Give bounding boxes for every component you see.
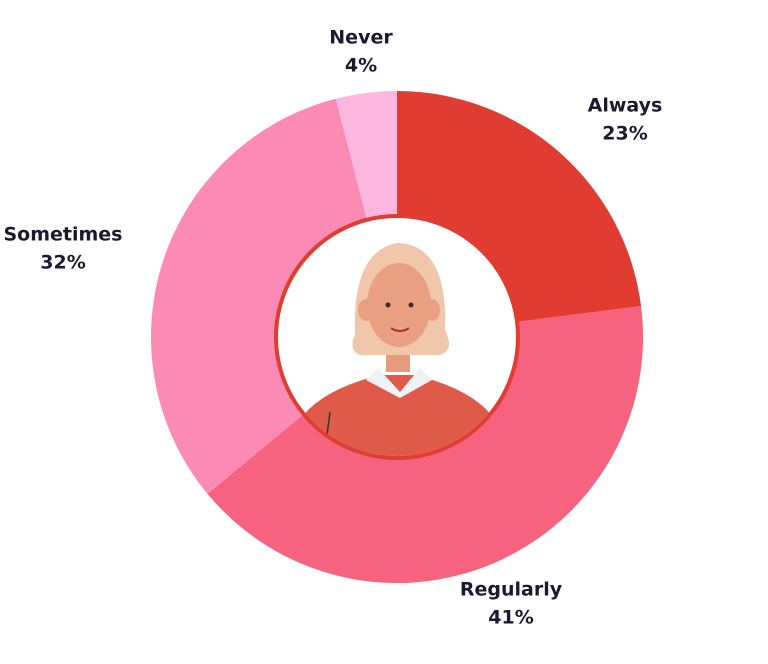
- slice: [150, 98, 397, 494]
- slice-label: Regularly: [460, 579, 563, 601]
- avatar: [274, 214, 520, 460]
- slice-label: Always: [588, 95, 663, 117]
- slice-label: Sometimes: [3, 224, 122, 246]
- slice-value-label: 4%: [345, 55, 377, 77]
- slice-value-label: 23%: [602, 123, 647, 145]
- slice-value-label: 32%: [40, 252, 85, 274]
- slice-value-label: 41%: [488, 607, 533, 629]
- slice-label: Never: [329, 27, 393, 49]
